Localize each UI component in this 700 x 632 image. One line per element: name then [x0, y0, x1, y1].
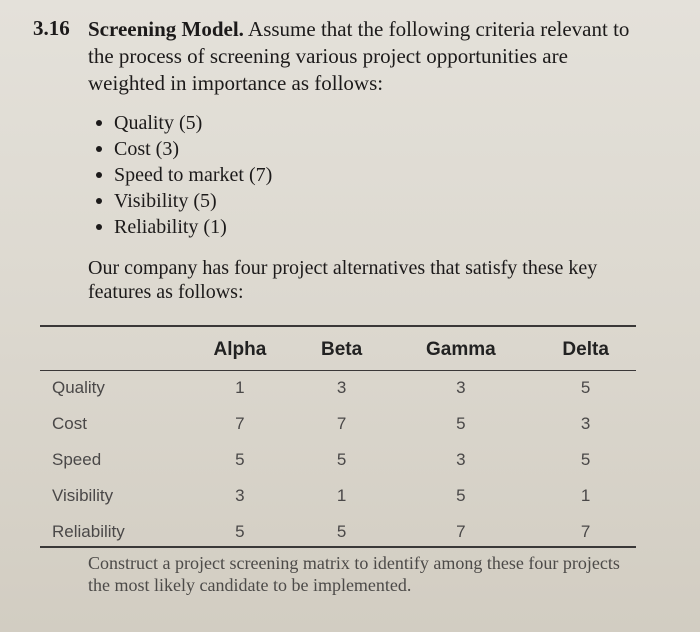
row-label: Reliability — [52, 522, 125, 541]
column-header: Beta — [320, 339, 363, 360]
criteria-list: Quality (5) Cost (3) Speed to market (7)… — [96, 110, 272, 240]
scores-table: Alpha Beta Gamma Delta Quality 1 3 3 5 Cost 7 7… — [44, 330, 636, 550]
score-cell: 1 — [336, 486, 347, 505]
row-label: Visibility — [52, 486, 114, 505]
problem-title: Screening Model. — [88, 17, 244, 41]
row-label: Speed — [52, 450, 102, 469]
score-cell: 5 — [235, 450, 245, 469]
score-cell: 3 — [580, 414, 591, 433]
bullet-icon — [96, 120, 102, 126]
score-cell: 7 — [336, 414, 347, 433]
score-cell: 5 — [235, 522, 245, 541]
score-cell: 3 — [336, 378, 347, 397]
closing-text: Construct a project screening matrix to … — [88, 553, 620, 595]
row-label: Quality — [52, 378, 105, 397]
criteria-item: Speed to market (7) — [96, 162, 272, 188]
score-cell: 3 — [235, 486, 245, 505]
score-cell: 3 — [456, 378, 466, 397]
score-cell: 5 — [336, 522, 347, 541]
table-row: Quality 1 3 3 5 — [44, 370, 636, 406]
table-row: Reliability 5 5 7 7 — [44, 514, 636, 550]
table-bottom-rule — [40, 546, 636, 548]
row-label: Cost — [52, 414, 87, 433]
score-cell: 7 — [456, 522, 466, 541]
table-top-rule — [40, 325, 636, 327]
bullet-icon — [96, 198, 102, 204]
criteria-item: Reliability (1) — [96, 214, 272, 240]
intro-text: Assume that the following criteria relev… — [88, 17, 630, 95]
score-cell: 5 — [580, 450, 591, 469]
score-cell: 7 — [235, 414, 245, 433]
criteria-item: Cost (3) — [96, 136, 272, 162]
score-cell: 1 — [580, 486, 591, 505]
problem-intro: Screening Model. Assume that the followi… — [88, 16, 648, 97]
table-header-rule — [40, 370, 636, 371]
bullet-icon — [96, 172, 102, 178]
table-row: Speed 5 5 3 5 — [44, 442, 636, 478]
table-header-row: Alpha Beta Gamma Delta — [44, 330, 636, 370]
column-header: Gamma — [426, 339, 496, 360]
table-row: Cost 7 7 5 3 — [44, 406, 636, 442]
score-cell: 7 — [580, 522, 591, 541]
column-header: Delta — [562, 339, 609, 360]
criteria-item: Visibility (5) — [96, 188, 272, 214]
paragraph: Our company has four project alternative… — [88, 257, 598, 303]
score-cell: 5 — [580, 378, 591, 397]
bullet-icon — [96, 146, 102, 152]
bullet-icon — [96, 224, 102, 230]
score-cell: 5 — [336, 450, 347, 469]
criteria-item: Quality (5) — [96, 110, 272, 136]
score-cell: 5 — [456, 486, 466, 505]
score-cell: 1 — [235, 378, 245, 397]
table-row: Visibility 3 1 5 1 — [44, 478, 636, 514]
score-cell: 5 — [456, 414, 466, 433]
problem-number: 3.16 — [33, 16, 70, 40]
score-cell: 3 — [456, 450, 466, 469]
column-header: Alpha — [213, 339, 267, 360]
